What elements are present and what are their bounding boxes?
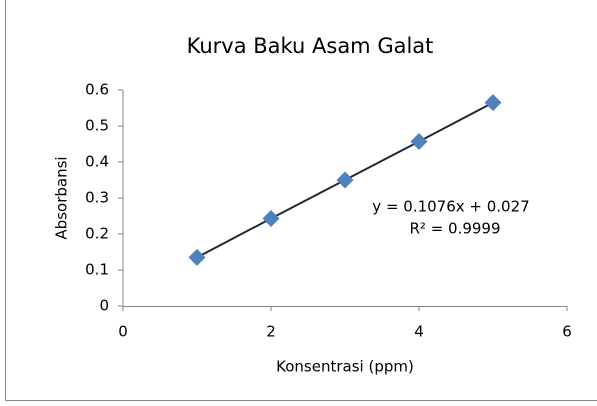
y-tick-label: 0.4 — [85, 153, 109, 171]
point — [188, 248, 206, 266]
x-tick-label: 0 — [118, 323, 128, 341]
point — [262, 210, 280, 228]
r-squared: R² = 0.9999 — [409, 220, 500, 238]
chart-title: Kurva Baku Asam Galat — [187, 34, 434, 58]
y-axis-label: Absorbansi — [53, 156, 71, 239]
y-tick-label: 0.6 — [85, 81, 109, 99]
y-tick-label: 0.3 — [85, 189, 109, 207]
y-tick-label: 0.5 — [85, 117, 109, 135]
x-tick-label: 4 — [414, 323, 424, 341]
trendline-equation: y = 0.1076x + 0.027 — [372, 198, 529, 216]
x-tick-label: 2 — [266, 323, 276, 341]
point — [410, 132, 428, 150]
point — [484, 94, 502, 112]
y-tick-label: 0.2 — [85, 225, 109, 243]
y-tick-label: 0.1 — [85, 261, 109, 279]
x-tick-label: 6 — [562, 323, 572, 341]
y-tick-label: 0 — [99, 297, 109, 315]
x-axis-label: Konsentrasi (ppm) — [276, 358, 414, 376]
point — [336, 171, 354, 189]
